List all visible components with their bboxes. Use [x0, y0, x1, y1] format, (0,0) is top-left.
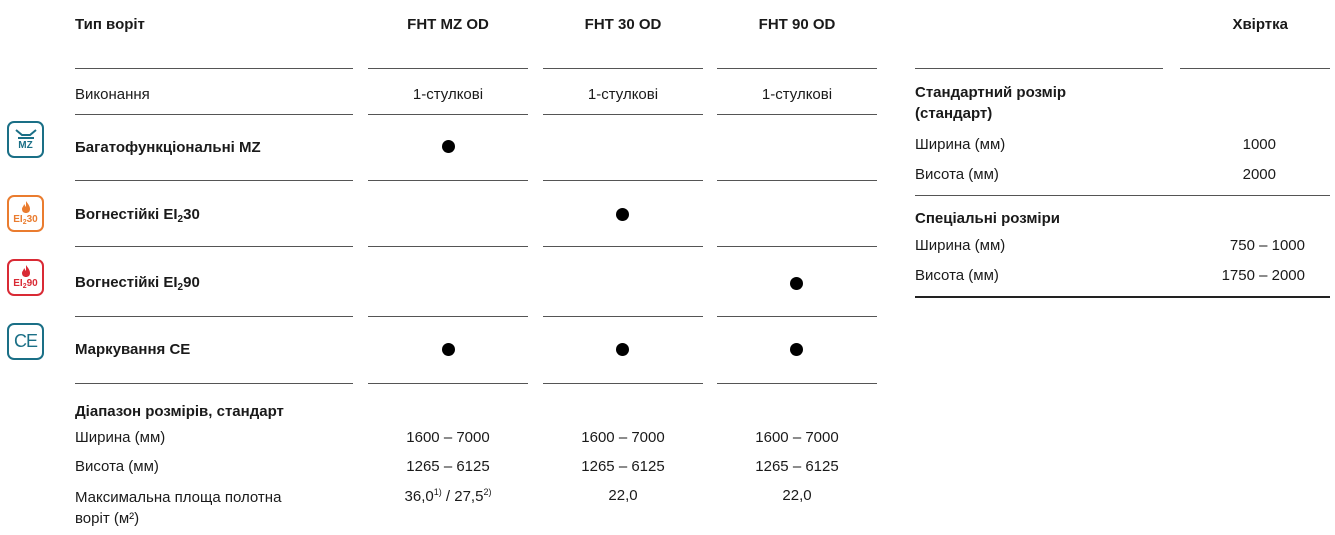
mz-col1-dot: [442, 140, 455, 153]
divider: [543, 383, 703, 384]
mz-badge-label: MZ: [18, 140, 33, 151]
size-height-col2: 1265 – 6125: [581, 458, 665, 475]
wicket-sp-height-label: Висота (мм): [915, 267, 999, 284]
execution-label: Виконання: [75, 86, 150, 103]
divider: [75, 383, 353, 384]
size-width-col2: 1600 – 7000: [581, 429, 665, 446]
max-area-label: Максимальна площа полотна воріт (м²): [75, 487, 360, 529]
ce-col2-dot: [616, 343, 629, 356]
wicket-std-width: 1000: [1242, 136, 1276, 153]
divider: [543, 316, 703, 317]
wicket-sp-width: 750 – 1000: [1229, 237, 1305, 254]
size-height-col1: 1265 – 6125: [406, 458, 490, 475]
badge-prefix: EI: [13, 277, 23, 289]
execution-col3: 1-стулкові: [761, 86, 833, 103]
divider: [543, 180, 703, 181]
execution-col1: 1-стулкові: [412, 86, 484, 103]
standard-title-line2: (стандарт): [915, 105, 993, 122]
badge-sub: 2: [22, 282, 27, 290]
multifunction-icon: MZ: [7, 121, 44, 158]
divider: [368, 180, 528, 181]
divider: [543, 114, 703, 115]
ce-badge-label: CE: [13, 331, 38, 351]
max-area-col3: 22,0: [782, 487, 812, 504]
divider: [368, 246, 528, 247]
size-width-label: Ширина (мм): [75, 429, 166, 446]
max-area-label-line2: воріт (м²): [75, 510, 140, 527]
footnote-2: 2): [483, 487, 492, 497]
label-suffix: 90: [183, 274, 200, 291]
divider: [75, 246, 353, 247]
size-height-label: Висота (мм): [75, 458, 159, 475]
area-separator: /: [441, 488, 455, 505]
label-sub: 2: [177, 282, 184, 293]
ce-mark-icon: CE: [7, 323, 44, 360]
footnote-1: 1): [433, 487, 442, 497]
area-value-b: 27,5: [454, 488, 484, 505]
wicket-special-title: Спеціальні розміри: [915, 210, 1060, 227]
feature-ce-label: Маркування CE: [75, 341, 191, 358]
label-prefix: Вогнестійкі EI: [75, 274, 178, 291]
label-suffix: 30: [183, 206, 200, 223]
divider: [717, 68, 877, 69]
ce-col3-dot: [790, 343, 803, 356]
badge-prefix: EI: [13, 213, 23, 225]
max-area-col1: 36,01) / 27,52): [368, 487, 528, 505]
wicket-sp-width-label: Ширина (мм): [915, 237, 1006, 254]
divider: [368, 68, 528, 69]
divider: [543, 68, 703, 69]
divider: [717, 383, 877, 384]
flame-icon: EI290: [7, 259, 44, 296]
divider: [75, 114, 353, 115]
size-height-col3: 1265 – 6125: [755, 458, 839, 475]
wicket-sp-height: 1750 – 2000: [1221, 267, 1305, 284]
feature-mz-label: Багатофункціональні MZ: [75, 139, 261, 156]
wicket-std-height: 2000: [1242, 166, 1276, 183]
divider: [717, 114, 877, 115]
size-width-col1: 1600 – 7000: [406, 429, 490, 446]
ce-col1-dot: [442, 343, 455, 356]
col-header-fht-30-od: FHT 30 OD: [584, 16, 662, 33]
label-sub: 2: [177, 214, 184, 225]
ei90-badge-label: EI290: [13, 278, 37, 292]
max-area-label-line1: Максимальна площа полотна: [75, 489, 282, 506]
divider: [368, 316, 528, 317]
divider: [75, 180, 353, 181]
feature-ei90-label: Вогнестійкі EI290: [75, 274, 200, 293]
execution-col2: 1-стулкові: [587, 86, 659, 103]
divider: [915, 296, 1330, 298]
divider: [75, 316, 353, 317]
gate-type-header: Тип воріт: [75, 16, 145, 33]
divider: [717, 246, 877, 247]
max-area-col2: 22,0: [608, 487, 638, 504]
divider: [368, 383, 528, 384]
divider: [543, 246, 703, 247]
wicket-header: Хвіртка: [1232, 16, 1288, 33]
divider: [717, 180, 877, 181]
divider: [75, 68, 353, 69]
wicket-standard-title: Стандартний розмір (стандарт): [915, 82, 1066, 124]
col-header-fht-90-od: FHT 90 OD: [758, 16, 836, 33]
divider: [368, 114, 528, 115]
size-range-title: Діапазон розмірів, стандарт: [75, 403, 284, 420]
badge-suffix: 90: [26, 277, 38, 289]
divider: [1180, 68, 1330, 69]
ei30-badge-label: EI230: [13, 214, 37, 228]
wicket-std-height-label: Висота (мм): [915, 166, 999, 183]
badge-suffix: 30: [26, 213, 38, 225]
flame-icon: EI230: [7, 195, 44, 232]
ei30-col2-dot: [616, 208, 629, 221]
size-width-col3: 1600 – 7000: [755, 429, 839, 446]
divider: [717, 316, 877, 317]
feature-ei30-label: Вогнестійкі EI230: [75, 206, 200, 225]
area-value-a: 36,0: [404, 488, 434, 505]
divider: [915, 68, 1163, 69]
col-header-fht-mz-od: FHT MZ OD: [407, 16, 489, 33]
wicket-std-width-label: Ширина (мм): [915, 136, 1006, 153]
label-prefix: Вогнестійкі EI: [75, 206, 178, 223]
badge-sub: 2: [22, 218, 27, 226]
divider: [915, 195, 1330, 196]
ei90-col3-dot: [790, 277, 803, 290]
standard-title-line1: Стандартний розмір: [915, 84, 1067, 101]
